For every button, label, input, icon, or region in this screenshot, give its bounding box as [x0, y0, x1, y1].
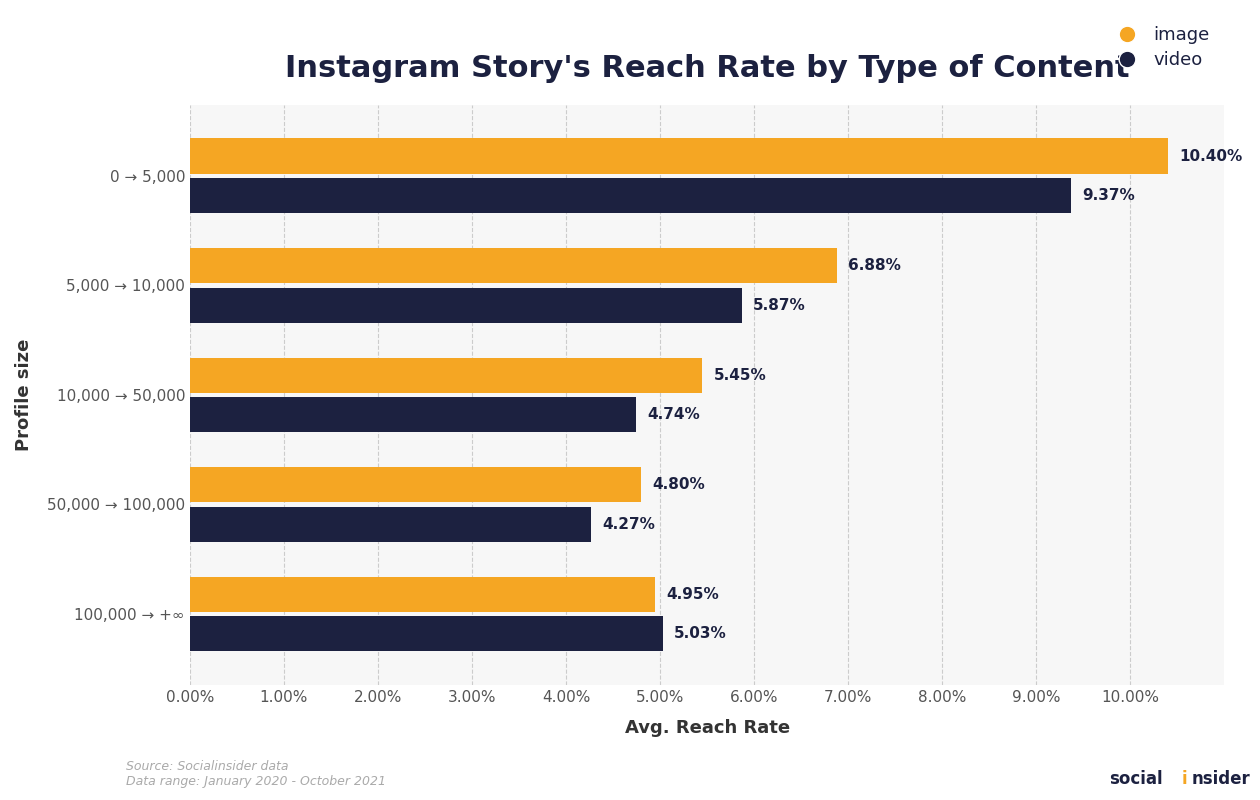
Bar: [190, 248, 837, 283]
Bar: [190, 138, 1168, 174]
X-axis label: Avg. Reach Rate: Avg. Reach Rate: [625, 719, 790, 737]
Text: 4.80%: 4.80%: [653, 478, 706, 492]
Bar: [190, 178, 1071, 213]
Text: 4.95%: 4.95%: [667, 587, 719, 602]
Bar: [190, 287, 742, 322]
Text: Source: Socialinsider data
Data range: January 2020 - October 2021: Source: Socialinsider data Data range: J…: [126, 760, 386, 788]
Text: 6.88%: 6.88%: [848, 258, 901, 273]
Text: 4.27%: 4.27%: [602, 517, 655, 532]
Text: 5.45%: 5.45%: [713, 368, 766, 382]
Bar: [190, 577, 655, 612]
Bar: [190, 506, 591, 542]
Bar: [190, 616, 663, 651]
Text: 5.03%: 5.03%: [674, 626, 727, 642]
Text: nsider: nsider: [1192, 770, 1251, 788]
Bar: [190, 397, 635, 432]
Text: i: i: [1182, 770, 1187, 788]
Text: 9.37%: 9.37%: [1082, 188, 1135, 203]
Bar: [190, 358, 702, 393]
Title: Instagram Story's Reach Rate by Type of Content: Instagram Story's Reach Rate by Type of …: [285, 54, 1129, 82]
Y-axis label: Profile size: Profile size: [15, 338, 33, 451]
Text: 4.74%: 4.74%: [646, 407, 699, 422]
Bar: [190, 467, 641, 502]
Legend: image, video: image, video: [1102, 21, 1216, 74]
Text: 10.40%: 10.40%: [1179, 149, 1242, 163]
Text: social: social: [1109, 770, 1163, 788]
Text: 5.87%: 5.87%: [753, 298, 806, 313]
